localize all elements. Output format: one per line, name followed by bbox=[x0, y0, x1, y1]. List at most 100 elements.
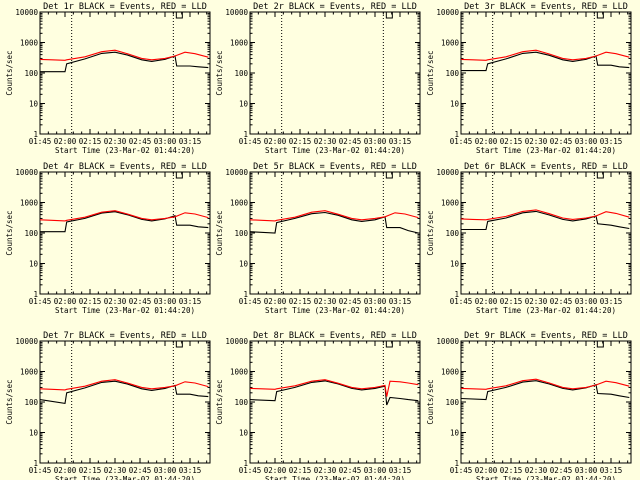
interval-bracket bbox=[385, 172, 393, 179]
y-tick-label: 1 bbox=[33, 290, 38, 299]
x-tick-label: 02:45 bbox=[550, 466, 573, 475]
series-line-events bbox=[40, 51, 209, 73]
chart-panel-6: Det 6r BLACK = Events, RED = LLD 1 10 100 10… bbox=[426, 162, 632, 315]
x-tick-label: 02:00 bbox=[264, 297, 287, 306]
plot-frame bbox=[39, 171, 211, 295]
y-tick-label: 100 bbox=[445, 229, 459, 238]
y-tick-label: 100 bbox=[445, 69, 459, 78]
y-tick-label: 10000 bbox=[436, 8, 459, 17]
x-tick-label: 02:30 bbox=[314, 297, 337, 306]
y-axis-label: Counts/sec bbox=[426, 50, 435, 95]
y-tick-label: 10 bbox=[450, 100, 460, 109]
x-tick-label: 03:00 bbox=[154, 137, 177, 146]
panel-title: Det 1r BLACK = Events, RED = LLD bbox=[43, 2, 207, 12]
y-tick-label: 10 bbox=[239, 100, 249, 109]
x-tick-label: 01:45 bbox=[239, 297, 262, 306]
x-tick-label: 02:45 bbox=[339, 297, 362, 306]
chart-panel-1: Det 1r BLACK = Events, RED = LLD 1 10 100 10… bbox=[5, 2, 211, 155]
y-tick-label: 1 bbox=[454, 459, 459, 468]
x-tick-label: 03:00 bbox=[575, 137, 598, 146]
x-tick-label: 02:30 bbox=[525, 466, 548, 475]
chart-panel-5: Det 5r BLACK = Events, RED = LLD 1 10 100 10… bbox=[215, 162, 421, 315]
panel-title: Det 9r BLACK = Events, RED = LLD bbox=[464, 331, 628, 341]
x-tick-label: 03:00 bbox=[364, 297, 387, 306]
y-tick-label: 100 bbox=[24, 398, 38, 407]
y-tick-label: 10 bbox=[29, 429, 39, 438]
x-tick-label: 03:00 bbox=[154, 297, 177, 306]
series-line-lld bbox=[249, 210, 419, 222]
plot-frame bbox=[39, 11, 211, 135]
y-axis-label: Counts/sec bbox=[215, 379, 224, 424]
x-tick-label: 02:00 bbox=[475, 137, 498, 146]
plot-frame bbox=[249, 340, 421, 464]
x-axis-label: Start Time (23-Mar-02 01:44:20) bbox=[55, 146, 195, 155]
y-tick-label: 100 bbox=[24, 229, 38, 238]
y-axis-label: Counts/sec bbox=[426, 210, 435, 255]
y-tick-label: 1000 bbox=[20, 368, 39, 377]
y-tick-label: 10000 bbox=[15, 8, 38, 17]
y-tick-label: 1 bbox=[454, 130, 459, 139]
y-tick-label: 10000 bbox=[225, 337, 248, 346]
chart-panel-2: Det 2r BLACK = Events, RED = LLD 1 10 100 10… bbox=[215, 2, 421, 155]
y-tick-label: 1000 bbox=[20, 199, 39, 208]
series-line-lld bbox=[460, 378, 630, 390]
x-tick-label: 01:45 bbox=[29, 137, 52, 146]
y-tick-label: 10000 bbox=[15, 337, 38, 346]
y-tick-label: 100 bbox=[234, 398, 248, 407]
x-tick-label: 02:15 bbox=[289, 466, 312, 475]
y-tick-label: 10000 bbox=[225, 8, 248, 17]
x-tick-label: 03:15 bbox=[179, 466, 202, 475]
chart-panel-3: Det 3r BLACK = Events, RED = LLD 1 10 100 10… bbox=[426, 2, 632, 155]
interval-bracket bbox=[385, 12, 393, 19]
x-tick-label: 02:00 bbox=[54, 466, 77, 475]
y-tick-label: 1000 bbox=[441, 368, 460, 377]
y-axis-label: Counts/sec bbox=[5, 210, 14, 255]
x-tick-label: 03:15 bbox=[389, 297, 412, 306]
x-tick-label: 03:15 bbox=[389, 137, 412, 146]
series-line-events bbox=[40, 211, 209, 233]
x-tick-label: 03:00 bbox=[364, 466, 387, 475]
y-tick-label: 10000 bbox=[15, 168, 38, 177]
x-tick-label: 01:45 bbox=[29, 466, 52, 475]
chart-panel-8: Det 8r BLACK = Events, RED = LLD 1 10 100 10… bbox=[215, 331, 421, 480]
x-tick-label: 01:45 bbox=[239, 466, 262, 475]
chart-panel-4: Det 4r BLACK = Events, RED = LLD 1 10 100 10… bbox=[5, 162, 211, 315]
x-tick-label: 01:45 bbox=[239, 137, 262, 146]
y-axis-label: Counts/sec bbox=[5, 379, 14, 424]
x-tick-label: 01:45 bbox=[450, 297, 473, 306]
x-tick-label: 02:30 bbox=[104, 297, 127, 306]
y-tick-label: 1 bbox=[454, 290, 459, 299]
series-line-events bbox=[39, 380, 209, 405]
x-axis-label: Start Time (23-Mar-02 01:44:20) bbox=[265, 475, 405, 480]
y-tick-label: 10 bbox=[29, 100, 39, 109]
x-tick-label: 02:45 bbox=[129, 466, 152, 475]
x-tick-label: 02:15 bbox=[500, 137, 523, 146]
x-axis-label: Start Time (23-Mar-02 01:44:20) bbox=[265, 306, 405, 315]
y-tick-label: 1 bbox=[243, 130, 248, 139]
x-axis-label: Start Time (23-Mar-02 01:44:20) bbox=[476, 146, 616, 155]
x-axis-label: Start Time (23-Mar-02 01:44:20) bbox=[265, 146, 405, 155]
y-tick-label: 1000 bbox=[230, 368, 249, 377]
x-tick-label: 02:00 bbox=[54, 297, 77, 306]
x-tick-label: 03:00 bbox=[364, 137, 387, 146]
series-line-lld bbox=[39, 210, 209, 222]
y-tick-label: 10 bbox=[450, 260, 460, 269]
panel-title: Det 5r BLACK = Events, RED = LLD bbox=[253, 162, 417, 172]
y-tick-label: 10000 bbox=[436, 337, 459, 346]
x-tick-label: 02:15 bbox=[79, 466, 102, 475]
x-axis-label: Start Time (23-Mar-02 01:44:20) bbox=[476, 475, 616, 480]
x-tick-label: 02:45 bbox=[339, 466, 362, 475]
x-tick-label: 03:15 bbox=[600, 466, 623, 475]
x-tick-label: 02:30 bbox=[314, 137, 337, 146]
x-tick-label: 03:15 bbox=[179, 297, 202, 306]
x-tick-label: 03:00 bbox=[575, 466, 598, 475]
series-line-events bbox=[461, 210, 630, 231]
x-tick-label: 01:45 bbox=[29, 297, 52, 306]
y-axis-label: Counts/sec bbox=[426, 379, 435, 424]
x-tick-label: 02:30 bbox=[525, 297, 548, 306]
series-line-events bbox=[460, 380, 630, 401]
interval-bracket bbox=[596, 341, 604, 348]
y-tick-label: 1000 bbox=[441, 39, 460, 48]
x-tick-label: 02:15 bbox=[500, 297, 523, 306]
y-tick-label: 10 bbox=[239, 429, 249, 438]
